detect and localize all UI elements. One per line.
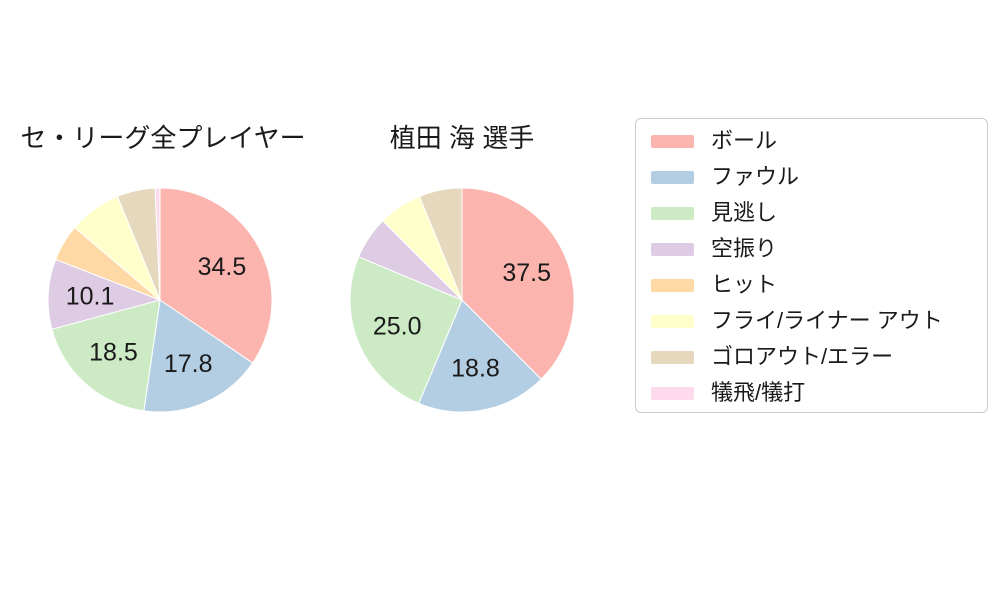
pie-slice-value-label: 10.1 — [66, 282, 115, 310]
legend-item: ヒット — [636, 267, 987, 303]
pie-slice-value-label: 34.5 — [198, 253, 247, 281]
legend: ボールファウル見逃し空振りヒットフライ/ライナー アウト ゴロアウト/エラー 犠飛/… — [635, 118, 988, 413]
legend-rows: ボールファウル見逃し空振りヒットフライ/ライナー アウト ゴロアウト/エラー 犠飛/… — [636, 123, 987, 411]
right-pie-title: 植田 海 選手 — [389, 123, 535, 153]
pie-slice-1 — [143, 299, 254, 413]
legend-item: 犠飛/犠打 — [636, 375, 987, 411]
legend-swatch — [651, 386, 694, 400]
legend-label: ファウル — [711, 164, 800, 189]
legend-label: 見逃し — [711, 200, 778, 225]
pie-chart-player-ueda-kai: 37.5 18.8 25.0 — [349, 187, 575, 413]
legend-swatch — [651, 278, 694, 292]
legend-swatch — [651, 134, 694, 148]
pie-slice-1 — [418, 299, 542, 413]
legend-swatch — [651, 170, 694, 184]
pie-slice-value-label: 18.5 — [89, 338, 138, 366]
pie-slice-0 — [159, 187, 273, 364]
legend-swatch — [651, 206, 694, 220]
legend-swatch — [651, 242, 694, 256]
pie-slice-value-label: 37.5 — [502, 259, 551, 287]
pie-slice-3 — [47, 258, 161, 330]
pie-slice-value-label: 25.0 — [373, 313, 422, 341]
pie-slice-value-label: 18.8 — [451, 355, 500, 383]
legend-item: ボール — [636, 123, 987, 159]
legend-label: フライ/ライナー アウト — [711, 308, 943, 333]
legend-item: 見逃し — [636, 195, 987, 231]
pie-slice-6 — [418, 187, 463, 301]
legend-label: ボール — [711, 128, 778, 153]
legend-swatch — [651, 350, 694, 364]
legend-label: 空振り — [711, 236, 778, 261]
left-pie-title: セ・リーグ全プレイヤー — [20, 123, 306, 153]
legend-item: フライ/ライナー アウト — [636, 303, 987, 339]
legend-label: ヒット — [711, 272, 778, 297]
legend-swatch — [651, 314, 694, 328]
pie-slice-2 — [51, 299, 161, 412]
pie-slice-value-label: 17.8 — [164, 350, 213, 378]
legend-item: ファウル — [636, 159, 987, 195]
legend-item: 空振り — [636, 231, 987, 267]
pie-slice-2 — [349, 256, 463, 404]
pie-slice-7 — [154, 187, 161, 301]
pie-slice-0 — [461, 187, 575, 380]
legend-label: ゴロアウト/エラー — [711, 344, 894, 369]
legend-item: ゴロアウト/エラー — [636, 339, 987, 375]
legend-label: 犠飛/犠打 — [711, 380, 806, 405]
pie-chart-league-all-players: 34.5 17.8 18.5 10.1 — [47, 187, 273, 413]
